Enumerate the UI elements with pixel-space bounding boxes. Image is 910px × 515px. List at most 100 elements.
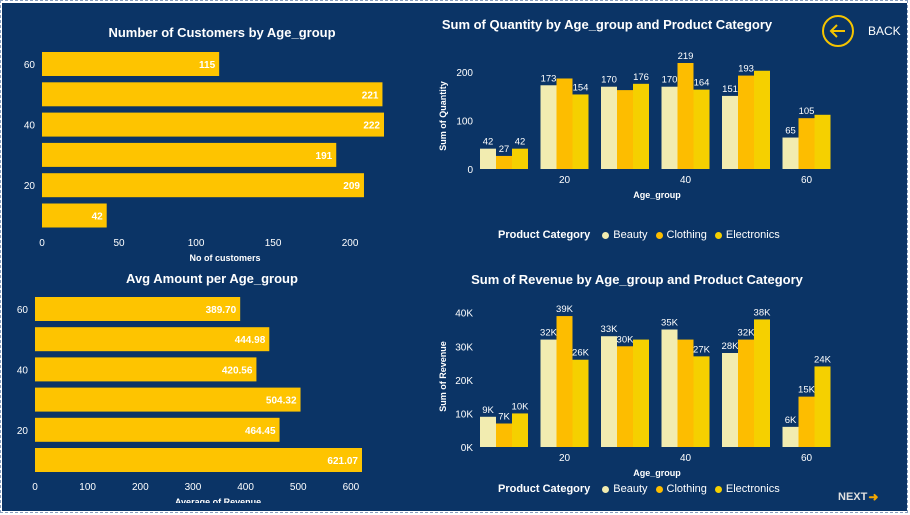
bar [814, 366, 831, 447]
bar [496, 423, 512, 447]
x-tick-label: 20 [559, 175, 571, 186]
bar-value-label: 504.32 [266, 396, 297, 407]
x-tick-label: 20 [559, 453, 571, 464]
bar-value-label: 193 [738, 64, 754, 75]
bar-value-label: 191 [316, 151, 333, 162]
x-axis-title: Average of Revenue [175, 497, 261, 503]
next-button[interactable]: NEXT ➜ [838, 490, 878, 504]
bar-value-label: 15K [798, 385, 816, 396]
bar [722, 353, 738, 447]
bar [798, 118, 815, 169]
y-tick-label: 0K [461, 443, 474, 454]
dashboard-canvas: Number of Customers by Age_group 115 221 2… [2, 3, 907, 511]
x-tick-label: 600 [343, 482, 360, 493]
y-tick-label: 200 [456, 68, 473, 79]
arrow-left-circle-icon[interactable] [822, 15, 854, 47]
next-label[interactable]: NEXT [838, 491, 868, 503]
x-tick-label: 400 [237, 482, 254, 493]
bar [633, 83, 649, 169]
bar [512, 148, 528, 169]
bar-value-label: 115 [199, 60, 216, 71]
beauty-legend-icon [602, 485, 610, 493]
bar [738, 339, 754, 447]
y-tick-label: 60 [17, 305, 29, 316]
bar [35, 448, 362, 472]
x-tick-label: 60 [801, 175, 813, 186]
electronics-legend-icon [714, 231, 722, 239]
bar-value-label: 42 [92, 212, 104, 223]
bar [540, 85, 557, 169]
electronics-legend-icon [714, 485, 722, 493]
y-tick-label: 20 [24, 181, 36, 192]
x-tick-label: 200 [342, 238, 359, 249]
bar-value-label: 32K [540, 328, 558, 339]
bar-value-label: 219 [678, 51, 694, 62]
bar [677, 63, 694, 169]
bar-value-label: 65 [785, 126, 796, 137]
revenue-chart-title: Sum of Revenue by Age_group and Product … [471, 272, 803, 287]
legend-beauty: Beauty [613, 229, 648, 241]
bar-value-label: 42 [483, 137, 494, 148]
bar-value-label: 30K [617, 334, 635, 345]
bar-value-label: 389.70 [206, 305, 237, 316]
bar [798, 396, 815, 447]
legend-title: Product Category [498, 483, 591, 495]
bar-value-label: 621.07 [327, 456, 358, 467]
bar-value-label: 164 [694, 78, 710, 89]
back-label[interactable]: BACK [868, 24, 901, 38]
bar [572, 359, 589, 447]
bar [617, 90, 633, 169]
bar [661, 329, 678, 447]
clothing-legend-icon [655, 485, 663, 493]
bar [661, 86, 678, 169]
x-tick-label: 40 [680, 175, 692, 186]
bar [601, 336, 617, 447]
bar-value-label: 173 [541, 73, 557, 84]
bar-value-label: 26K [572, 348, 590, 359]
beauty-legend-icon [602, 231, 610, 239]
bar [42, 52, 220, 76]
customers-chart-title: Number of Customers by Age_group [108, 25, 336, 40]
legend-title: Product Category [498, 229, 591, 241]
y-tick-label: 30K [455, 342, 473, 353]
bar [42, 112, 384, 137]
x-tick-label: 100 [188, 238, 205, 249]
arrow-right-icon[interactable]: ➜ [868, 490, 879, 504]
legend-beauty: Beauty [613, 483, 648, 495]
bar-value-label: 9K [482, 405, 494, 416]
y-tick-label: 0 [467, 165, 473, 176]
bar [814, 114, 831, 169]
x-axis-title: Age_group [633, 468, 681, 478]
bar [42, 142, 337, 167]
bar [35, 327, 270, 352]
bar [782, 426, 799, 447]
bar-value-label: 24K [814, 354, 832, 365]
legend-electronics: Electronics [725, 229, 780, 241]
x-tick-label: 300 [185, 482, 202, 493]
bar [42, 203, 107, 228]
bar [782, 137, 799, 169]
x-tick-label: 200 [132, 482, 149, 493]
bar [556, 316, 573, 447]
bar [633, 339, 649, 447]
y-tick-label: 20 [17, 426, 29, 437]
legend-clothing: Clothing [666, 229, 707, 241]
bar-value-label: 154 [573, 82, 589, 93]
bar [42, 82, 383, 107]
revenue-legend: Product Category Beauty Clothing Electro… [498, 483, 780, 495]
bar-value-label: 33K [601, 324, 619, 335]
bar-value-label: 221 [362, 90, 379, 101]
bar-value-label: 151 [722, 84, 738, 95]
bar-value-label: 170 [601, 75, 617, 86]
bar [556, 78, 573, 169]
x-tick-label: 50 [113, 238, 125, 249]
bar [512, 413, 528, 447]
legend-electronics: Electronics [725, 483, 780, 495]
x-axis-title: No of customers [189, 253, 260, 263]
y-tick-label: 40 [24, 121, 36, 132]
back-button[interactable]: BACK [822, 15, 901, 47]
bar [35, 357, 257, 382]
